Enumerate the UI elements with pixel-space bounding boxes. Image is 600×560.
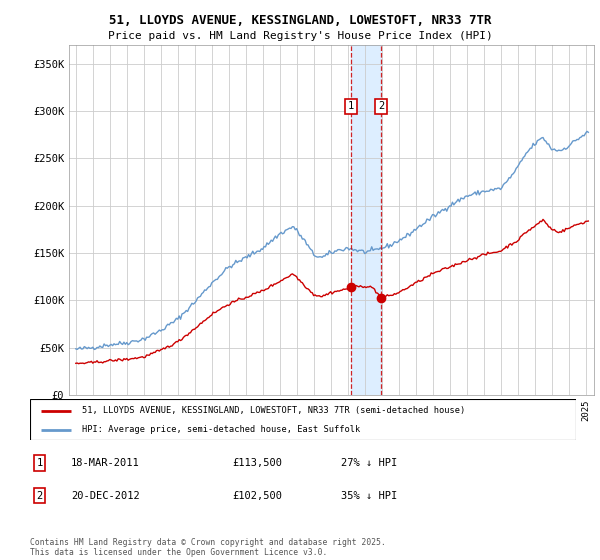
Text: 1: 1 [37,458,43,468]
Text: 1: 1 [348,101,355,111]
Text: 51, LLOYDS AVENUE, KESSINGLAND, LOWESTOFT, NR33 7TR: 51, LLOYDS AVENUE, KESSINGLAND, LOWESTOF… [109,14,491,27]
Bar [351,45,381,395]
Text: 2: 2 [37,491,43,501]
Text: 18-MAR-2011: 18-MAR-2011 [71,458,140,468]
Text: £102,500: £102,500 [232,491,282,501]
Text: £113,500: £113,500 [232,458,282,468]
Text: 2: 2 [378,101,384,111]
Text: 51, LLOYDS AVENUE, KESSINGLAND, LOWESTOFT, NR33 7TR (semi-detached house): 51, LLOYDS AVENUE, KESSINGLAND, LOWESTOF… [82,406,465,415]
Text: 20-DEC-2012: 20-DEC-2012 [71,491,140,501]
Text: 27% ↓ HPI: 27% ↓ HPI [341,458,397,468]
Text: HPI: Average price, semi-detached house, East Suffolk: HPI: Average price, semi-detached house,… [82,425,360,434]
Text: 35% ↓ HPI: 35% ↓ HPI [341,491,397,501]
Text: Price paid vs. HM Land Registry's House Price Index (HPI): Price paid vs. HM Land Registry's House … [107,31,493,41]
Text: Contains HM Land Registry data © Crown copyright and database right 2025.
This d: Contains HM Land Registry data © Crown c… [30,538,386,557]
